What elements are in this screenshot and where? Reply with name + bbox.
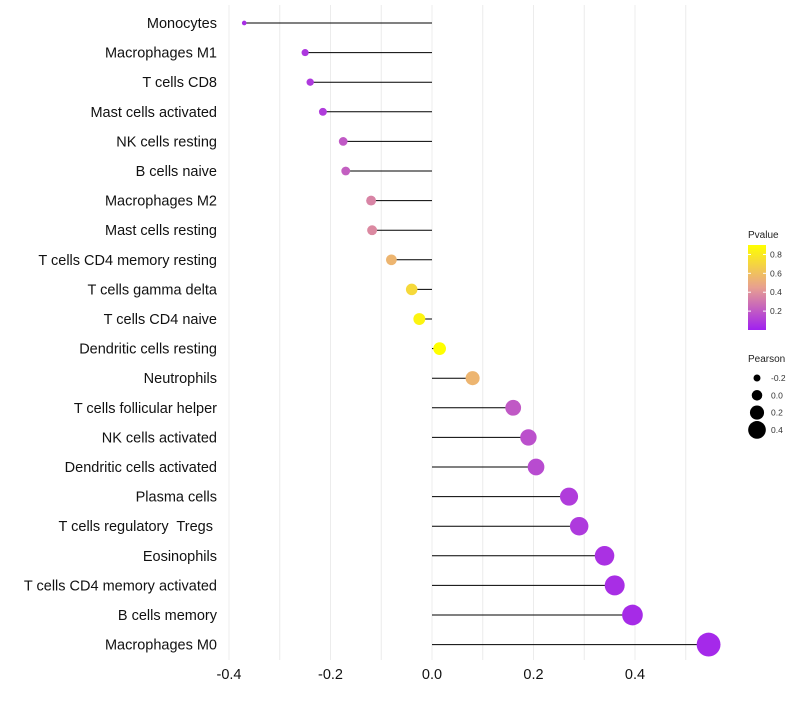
lollipop-point — [465, 371, 480, 386]
y-axis-label: B cells naive — [136, 164, 217, 180]
y-axis-label: B cells memory — [118, 608, 218, 624]
grid-lines — [228, 5, 687, 660]
lollipop-point — [301, 49, 309, 57]
y-axis-label: T cells CD4 naive — [104, 312, 217, 328]
pvalue-legend-title: Pvalue — [748, 230, 779, 241]
y-axis-label: T cells follicular helper — [74, 401, 217, 417]
pearson-legend-items: -0.2 0.0 0.2 0.4 — [748, 373, 786, 439]
x-axis-tick-label: 0.2 — [523, 667, 543, 683]
pearson-legend-dot — [749, 405, 765, 420]
y-axis-label: Macrophages M1 — [105, 46, 217, 62]
pvalue-colorbar — [748, 245, 766, 330]
y-axis-labels: Monocytes Macrophages M1 T cells CD8 Mast c… — [24, 16, 218, 654]
pearson-legend-dot — [748, 421, 766, 439]
lollipop-point — [520, 429, 537, 446]
lollipop-point — [241, 20, 247, 26]
lollipop-point — [433, 342, 446, 355]
lollipop-point — [594, 546, 615, 566]
y-axis-label: T cells CD4 memory activated — [24, 578, 217, 594]
lollipop-point — [696, 632, 721, 657]
y-axis-label: Plasma cells — [136, 490, 217, 506]
y-axis-label: Mast cells activated — [90, 105, 217, 121]
y-axis-label: T cells CD4 memory resting — [38, 253, 217, 269]
lollipop-point — [386, 254, 397, 266]
lollipop-point — [366, 195, 377, 206]
lollipop-point — [318, 107, 327, 116]
pearson-legend-title: Pearson — [748, 354, 785, 365]
pvalue-legend-tick-label: 0.2 — [770, 306, 782, 316]
pvalue-legend-tick-label: 0.6 — [770, 268, 782, 278]
pearson-legend-label: 0.0 — [771, 390, 783, 400]
y-axis-label: NK cells resting — [116, 134, 217, 150]
x-axis-tick-label: -0.4 — [217, 667, 242, 683]
pvalue-legend-tick-label: 0.4 — [770, 287, 782, 297]
pearson-legend-dot — [751, 390, 763, 401]
y-axis-label: Macrophages M0 — [105, 638, 217, 654]
y-axis-label: Mast cells resting — [105, 223, 217, 239]
y-axis-label: T cells regulatory Tregs — [59, 519, 218, 535]
y-axis-label: Macrophages M2 — [105, 194, 217, 210]
pvalue-legend-tick-label: 0.8 — [770, 249, 782, 259]
lollipop-point — [405, 283, 418, 296]
y-axis-label: Dendritic cells resting — [79, 342, 217, 358]
pearson-legend-dot — [753, 374, 761, 382]
x-axis-tick-label: 0.0 — [422, 667, 442, 683]
x-axis-tick-label: -0.2 — [318, 667, 343, 683]
lollipop-stems — [244, 22, 709, 646]
lollipop-dots — [241, 20, 721, 657]
pvalue-legend-ticks: 0.8 0.6 0.4 0.2 — [748, 249, 782, 316]
x-axis-tick-labels: -0.4 -0.2 0.0 0.2 0.4 — [217, 667, 646, 683]
y-axis-label: Dendritic cells activated — [65, 460, 217, 476]
pvalue-legend: Pvalue 0.8 0.6 0.4 0.2 — [748, 230, 782, 330]
lollipop-point — [306, 78, 314, 86]
y-axis-label: T cells gamma delta — [88, 282, 218, 298]
y-axis-label: T cells CD8 — [142, 75, 217, 91]
lollipop-point — [367, 225, 378, 236]
lollipop-point — [622, 604, 643, 626]
lollipop-point — [569, 516, 589, 536]
lollipop-point — [505, 399, 522, 416]
y-axis-label: Eosinophils — [143, 549, 217, 565]
pearson-legend: Pearson -0.2 0.0 0.2 0.4 — [748, 354, 786, 439]
y-axis-label: Monocytes — [147, 16, 217, 32]
pearson-legend-label: 0.2 — [771, 408, 783, 418]
lollipop-point — [604, 575, 625, 596]
lollipop-point — [559, 487, 579, 506]
lollipop-point — [338, 137, 348, 146]
lollipop-point — [341, 166, 351, 176]
pearson-legend-label: -0.2 — [771, 373, 786, 383]
y-axis-label: NK cells activated — [102, 430, 217, 446]
y-axis-label: Neutrophils — [144, 371, 217, 387]
pearson-legend-label: 0.4 — [771, 425, 783, 435]
x-axis-tick-label: 0.4 — [625, 667, 645, 683]
lollipop-point — [527, 458, 545, 476]
lollipop-point — [413, 313, 426, 325]
